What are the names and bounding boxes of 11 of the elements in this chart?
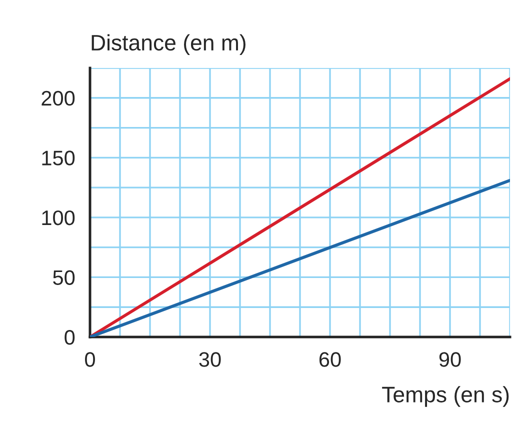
- y-tick-label: 200: [42, 90, 75, 106]
- y-tick-label: 150: [42, 150, 75, 166]
- x-tick-label: 90: [439, 352, 461, 367]
- x-tick-label: 0: [85, 352, 95, 367]
- y-tick-label: 50: [53, 270, 75, 285]
- x-tick-label: 60: [319, 352, 341, 367]
- y-tick-label: 100: [42, 210, 75, 226]
- x-axis-title: Temps (en s): [382, 386, 509, 407]
- y-axis-title: Distance (en m): [92, 34, 246, 55]
- y-tick-label: 0: [64, 330, 75, 345]
- x-tick-label: 30: [199, 352, 221, 367]
